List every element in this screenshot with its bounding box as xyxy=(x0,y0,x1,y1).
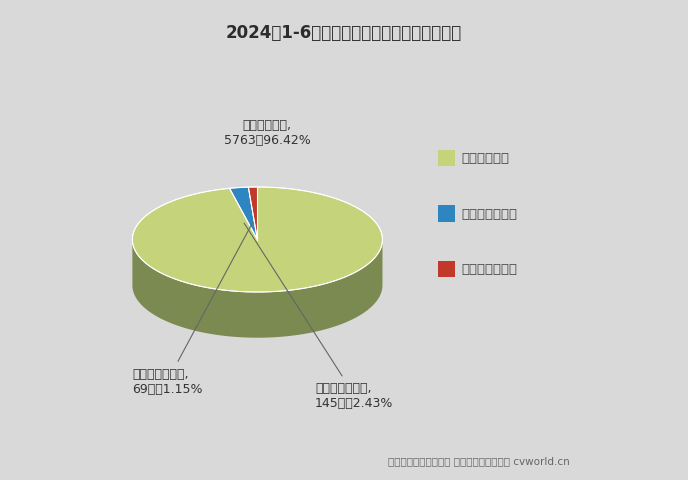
Text: 混合动力自卸车: 混合动力自卸车 xyxy=(462,262,518,276)
Bar xyxy=(438,206,455,222)
Text: 数据来源：交强险统计 制图：第一商用车网 cvworld.cn: 数据来源：交强险统计 制图：第一商用车网 cvworld.cn xyxy=(388,456,570,466)
Bar xyxy=(438,151,455,167)
Text: 混合动力自卸车,
69辆，1.15%: 混合动力自卸车, 69辆，1.15% xyxy=(132,223,252,395)
Polygon shape xyxy=(132,188,383,292)
Text: 纯电动自卸车,
5763辆96.42%: 纯电动自卸车, 5763辆96.42% xyxy=(224,119,310,147)
Text: 燃料电池自卸车: 燃料电池自卸车 xyxy=(462,207,518,220)
Bar xyxy=(438,261,455,277)
Text: 纯电动自卸车: 纯电动自卸车 xyxy=(462,152,510,165)
Text: 2024年1-6月新能源自卸车燃料类型占比一览: 2024年1-6月新能源自卸车燃料类型占比一览 xyxy=(226,24,462,42)
Text: 燃料电池自卸车,
145辆，2.43%: 燃料电池自卸车, 145辆，2.43% xyxy=(244,224,394,409)
Polygon shape xyxy=(248,188,257,240)
Polygon shape xyxy=(230,188,257,240)
Polygon shape xyxy=(132,240,383,338)
